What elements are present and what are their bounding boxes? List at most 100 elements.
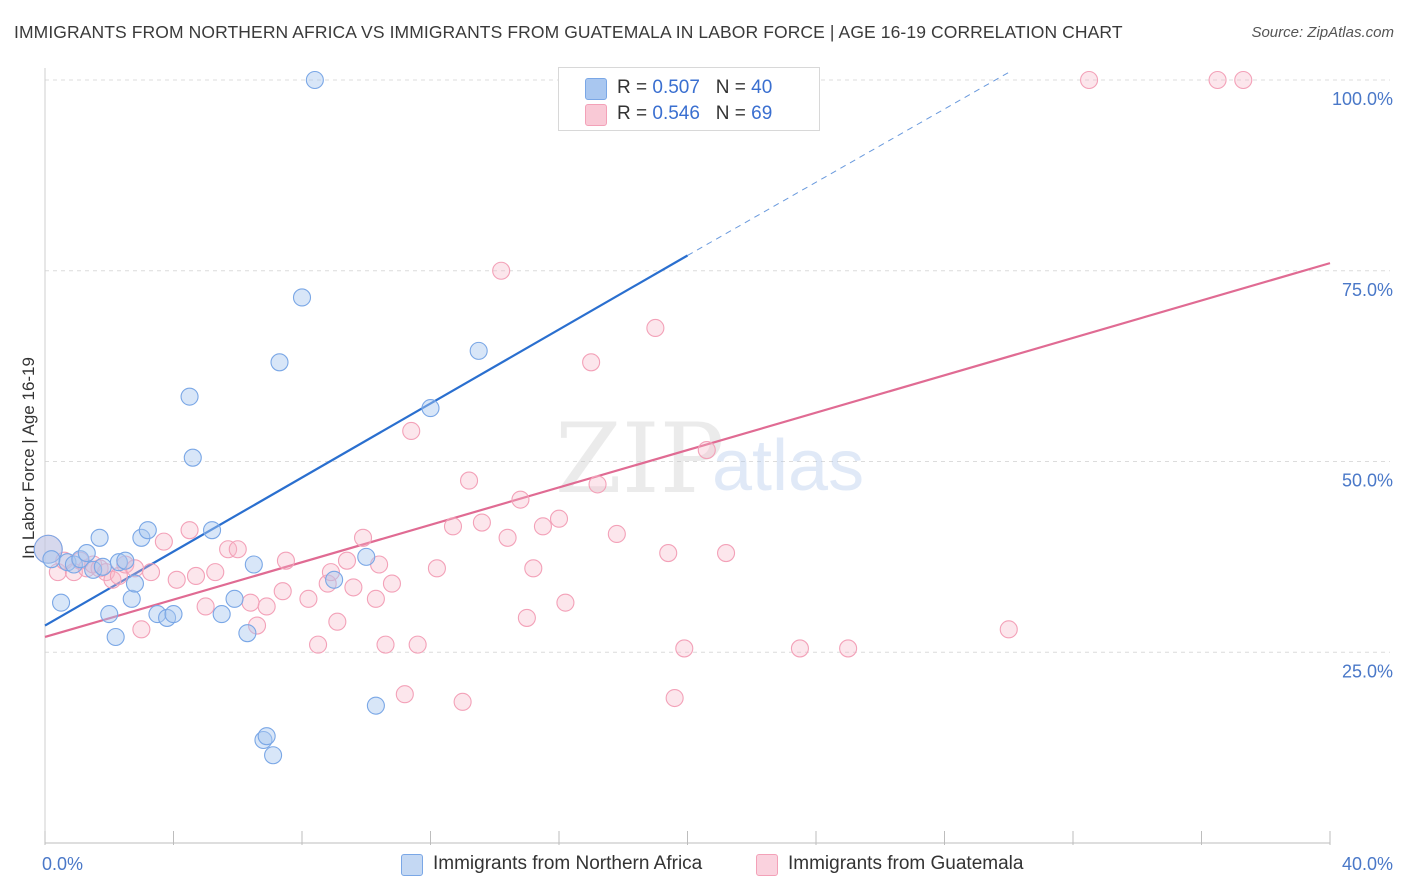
y-tick-label: 100.0% (1332, 89, 1393, 109)
point-guatemala (408, 635, 427, 654)
point-guatemala (273, 582, 292, 601)
point-northern-africa (100, 605, 119, 624)
point-northern-africa (421, 399, 440, 418)
point-guatemala (1080, 70, 1099, 90)
point-guatemala (109, 566, 128, 586)
point-guatemala (353, 528, 373, 547)
point-guatemala (443, 517, 463, 536)
chart-source: Source: ZipAtlas.com (1251, 24, 1394, 41)
point-guatemala (1208, 70, 1227, 90)
point-guatemala (366, 589, 385, 608)
point-guatemala (675, 639, 694, 658)
point-guatemala (582, 353, 601, 372)
point-guatemala (167, 570, 186, 589)
point-guatemala (241, 593, 260, 612)
y-axis-label: In Labor Force | Age 16-19 (19, 357, 38, 559)
point-northern-africa (164, 605, 183, 624)
point-guatemala (472, 513, 491, 532)
point-guatemala (549, 509, 569, 528)
y-tick-label: 50.0% (1342, 471, 1393, 491)
point-guatemala (276, 551, 295, 570)
point-guatemala (427, 559, 446, 578)
point-guatemala (607, 524, 626, 544)
legend: R = 0.507 N = 40 R = 0.546 N = 69 (558, 67, 820, 131)
point-guatemala (299, 589, 318, 608)
point-guatemala (659, 544, 678, 563)
y-tick-label: 75.0% (1342, 280, 1393, 300)
point-guatemala (839, 639, 858, 658)
point-guatemala (646, 318, 665, 338)
point-northern-africa (109, 553, 128, 572)
point-guatemala (186, 566, 206, 586)
point-guatemala (206, 563, 225, 582)
point-northern-africa (132, 528, 151, 547)
point-guatemala (511, 490, 530, 509)
x-tick-label: 40.0% (1342, 854, 1393, 874)
point-guatemala (402, 421, 421, 441)
point-northern-africa (106, 627, 125, 647)
point-northern-africa (225, 589, 244, 608)
point-guatemala (790, 639, 809, 658)
point-northern-africa (292, 288, 312, 307)
point-guatemala (196, 597, 215, 616)
point-guatemala (498, 528, 517, 547)
trend-line-1 (44, 262, 1331, 639)
point-northern-africa (122, 589, 141, 608)
point-guatemala (459, 471, 479, 490)
point-northern-africa (238, 624, 257, 643)
point-northern-africa (116, 551, 135, 570)
point-northern-africa (469, 341, 488, 360)
point-guatemala (533, 517, 552, 536)
legend-r-label: R = (617, 77, 653, 98)
point-northern-africa (93, 557, 112, 576)
point-guatemala (395, 685, 414, 704)
point-northern-africa (183, 448, 202, 467)
point-northern-africa (257, 727, 276, 746)
point-guatemala (344, 578, 363, 597)
bottom-legend-swatch (401, 854, 423, 876)
point-guatemala (141, 563, 161, 582)
legend-r-value: 0.546 (652, 103, 700, 124)
point-guatemala (665, 688, 684, 708)
point-guatemala (309, 635, 328, 654)
point-northern-africa (357, 547, 376, 566)
tick-labels: 100.0% 75.0% 50.0% 25.0% 0.0% 40.0% (42, 89, 1393, 874)
point-guatemala (376, 635, 395, 654)
point-guatemala (257, 597, 276, 616)
legend-r-value: 0.507 (652, 77, 700, 98)
y-tick-label: 25.0% (1342, 661, 1393, 681)
axes (44, 68, 1331, 845)
watermark-atlas: atlas (712, 426, 864, 506)
legend-n-value: 40 (751, 77, 773, 98)
point-northern-africa (138, 521, 157, 540)
bottom-legend-label: Immigrants from Northern Africa (433, 853, 703, 874)
point-guatemala (492, 261, 511, 280)
legend-n-label: N = (715, 77, 752, 98)
point-northern-africa (180, 387, 199, 406)
point-northern-africa (77, 544, 96, 563)
point-guatemala (328, 612, 347, 631)
point-guatemala (247, 616, 267, 635)
point-guatemala (556, 593, 575, 612)
x-tick-label: 0.0% (42, 854, 83, 874)
point-northern-africa (52, 593, 71, 612)
point-guatemala (517, 608, 536, 627)
legend-swatch-northern-africa (585, 78, 607, 100)
point-guatemala (524, 559, 543, 578)
data-points (33, 70, 1253, 765)
point-northern-africa (125, 574, 144, 593)
point-guatemala (228, 540, 247, 559)
point-northern-africa (325, 570, 344, 589)
point-guatemala (219, 540, 238, 559)
point-guatemala (1234, 70, 1253, 90)
point-guatemala (697, 441, 716, 460)
point-northern-africa (33, 534, 63, 564)
trend-line-extension-0 (687, 71, 1009, 256)
watermark: ZIP atlas (555, 403, 864, 515)
point-northern-africa (270, 353, 289, 372)
point-northern-africa (90, 528, 109, 547)
point-guatemala (154, 532, 173, 551)
point-guatemala (180, 521, 199, 540)
point-northern-africa (84, 560, 103, 579)
